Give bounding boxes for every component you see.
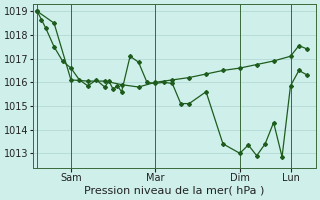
X-axis label: Pression niveau de la mer( hPa ): Pression niveau de la mer( hPa ) xyxy=(84,186,265,196)
